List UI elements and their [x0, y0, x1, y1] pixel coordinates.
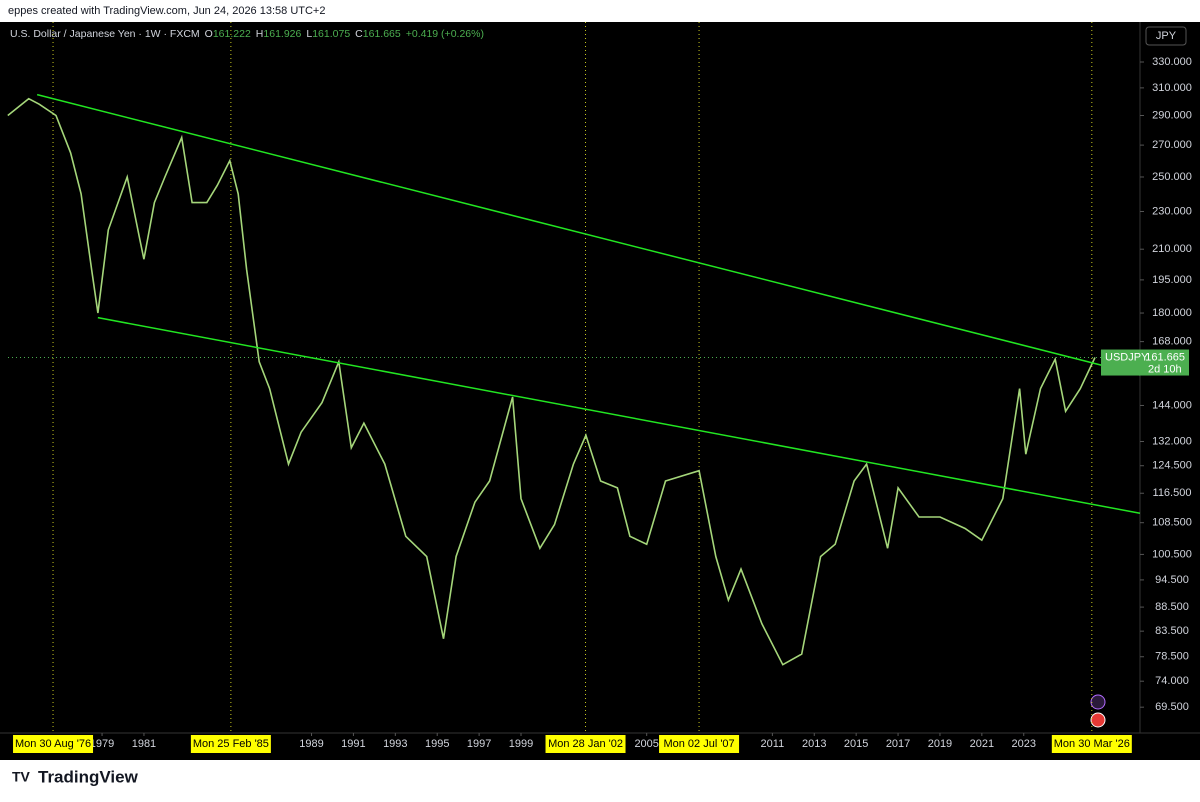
- x-tick-label: 1981: [132, 738, 156, 750]
- y-tick-label: 230.000: [1152, 205, 1192, 217]
- marker-label: Mon 28 Jan '02: [548, 738, 623, 750]
- y-tick-label: 69.500: [1155, 701, 1189, 713]
- footer-bar: [0, 760, 1200, 802]
- x-tick-label: 2011: [761, 738, 785, 750]
- x-tick-label: 1993: [383, 738, 407, 750]
- marker-label: Mon 02 Jul '07: [663, 738, 734, 750]
- y-tick-label: 210.000: [1152, 243, 1192, 255]
- y-tick-label: 310.000: [1152, 82, 1192, 94]
- y-tick-label: 88.500: [1155, 601, 1189, 613]
- ohlc-value: 161.665: [363, 28, 401, 40]
- y-tick-label: 94.500: [1155, 574, 1189, 586]
- x-tick-label: 1991: [341, 738, 365, 750]
- x-tick-label: 1979: [90, 738, 114, 750]
- price-tag-symbol: USDJPY: [1105, 351, 1149, 363]
- x-tick-label: 2021: [970, 738, 994, 750]
- y-tick-label: 78.500: [1155, 651, 1189, 663]
- ohlc-value: 161.075: [312, 28, 350, 40]
- price-line: [7, 97, 1096, 666]
- ohlc-label: L: [306, 28, 312, 40]
- x-tick-label: 2015: [844, 738, 868, 750]
- currency-box[interactable]: [1145, 26, 1187, 46]
- x-tick-label: 1995: [425, 738, 449, 750]
- symbol: U.S. Dollar / Japanese Yen · 1W · FXCM: [10, 28, 200, 40]
- legend: U.S. Dollar / Japanese Yen · 1W · FXCM O 1…: [10, 28, 484, 40]
- x-tick-label: 2005: [634, 738, 658, 750]
- ohlc-value: 161.926: [263, 28, 301, 40]
- x-tick-label: 2019: [928, 738, 952, 750]
- alert-icon[interactable]: [1090, 694, 1106, 710]
- marker-label-bg: [13, 735, 94, 753]
- y-tick-label: 144.000: [1152, 399, 1192, 411]
- ohlc-value: 161.222: [213, 28, 251, 40]
- trendline: [97, 316, 1141, 515]
- x-tick-label: 1989: [299, 738, 323, 750]
- change: +0.419 (+0.26%): [406, 28, 484, 40]
- y-tick-label: 195.000: [1152, 274, 1192, 286]
- y-tick-label: 132.000: [1152, 435, 1192, 447]
- x-tick-label: 1999: [509, 738, 533, 750]
- price-tag-price: 161.665: [1145, 351, 1185, 363]
- y-tick-label: 180.000: [1152, 307, 1192, 319]
- price-tag-bg: [1101, 349, 1189, 376]
- y-tick-label: 330.000: [1152, 56, 1192, 68]
- ohlc-label: C: [355, 28, 363, 40]
- y-tick-label: 168.000: [1152, 336, 1192, 348]
- price-tag-countdown: 2d 10h: [1148, 363, 1182, 375]
- x-tick-label: 2023: [1011, 738, 1035, 750]
- marker-label: Mon 30 Aug '76: [15, 738, 91, 750]
- marker-label: Mon 30 Mar '26: [1054, 738, 1130, 750]
- currency: JPY: [1156, 30, 1177, 42]
- trendline: [36, 93, 1141, 376]
- logo-mark: TV: [12, 769, 31, 785]
- marker-label-bg: [1051, 735, 1132, 753]
- flag-icon[interactable]: [1090, 712, 1106, 728]
- x-tick-label: 2017: [886, 738, 910, 750]
- y-tick-label: 83.500: [1155, 625, 1189, 637]
- y-tick-label: 108.500: [1152, 517, 1192, 529]
- y-tick-label: 270.000: [1152, 139, 1192, 151]
- marker-label-bg: [659, 735, 740, 753]
- ohlc-label: H: [256, 28, 264, 40]
- y-tick-label: 116.500: [1153, 487, 1192, 499]
- y-tick-label: 124.500: [1152, 460, 1192, 472]
- y-tick-label: 250.000: [1152, 171, 1192, 183]
- brand: TradingView: [38, 767, 139, 786]
- marker-label-bg: [545, 735, 626, 753]
- marker-label-bg: [190, 735, 271, 753]
- ohlc-label: O: [205, 28, 213, 40]
- y-tick-label: 74.000: [1155, 675, 1189, 687]
- y-tick-label: 100.500: [1152, 548, 1192, 560]
- x-tick-label: 2013: [802, 738, 826, 750]
- x-tick-label: 1997: [467, 738, 491, 750]
- y-tick-label: 290.000: [1152, 109, 1192, 121]
- header-bar: [0, 0, 1200, 22]
- marker-label: Mon 25 Feb '85: [193, 738, 269, 750]
- credit: eppes created with TradingView.com, Jun …: [8, 5, 325, 17]
